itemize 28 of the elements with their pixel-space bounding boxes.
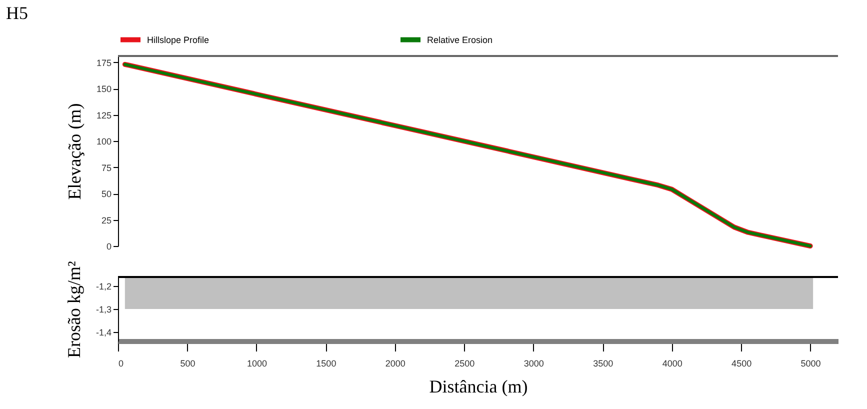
- y-tick-label: 0: [106, 242, 112, 252]
- legend-label: Relative Erosion: [427, 34, 493, 45]
- y-tick-label: 100: [96, 136, 112, 147]
- x-tick-label: 3500: [593, 358, 614, 368]
- y-tick-label: 50: [101, 189, 112, 200]
- y-axis-title: Erosão kg/m²: [64, 261, 84, 358]
- y-tick-label: -1,4: [96, 327, 112, 338]
- chart-title: H5: [6, 3, 28, 23]
- y-axis-title: Elevação (m): [64, 103, 84, 200]
- y-tick-label: 175: [96, 58, 112, 68]
- x-tick-label: 3000: [524, 358, 544, 368]
- x-tick-label: 4000: [662, 358, 682, 368]
- x-tick-label: 1000: [246, 358, 267, 368]
- y-tick-label: 75: [101, 162, 112, 173]
- x-axis-title: Distância (m): [429, 376, 528, 396]
- x-tick-label: 1500: [316, 358, 336, 368]
- x-tick-label: 0: [118, 358, 124, 368]
- x-tick-label: 500: [180, 358, 196, 368]
- x-tick-label: 2500: [454, 358, 475, 368]
- y-tick-label: 150: [96, 84, 112, 94]
- y-tick-label: 125: [96, 110, 112, 120]
- y-tick-label: 25: [101, 215, 112, 226]
- y-tick-label: -1,2: [96, 282, 112, 292]
- x-tick-label: 4500: [732, 358, 752, 368]
- legend-label: Hillslope Profile: [147, 34, 210, 45]
- x-tick-label: 2000: [385, 358, 406, 368]
- x-tick-label: 5000: [800, 358, 821, 368]
- y-tick-label: -1,3: [96, 304, 112, 314]
